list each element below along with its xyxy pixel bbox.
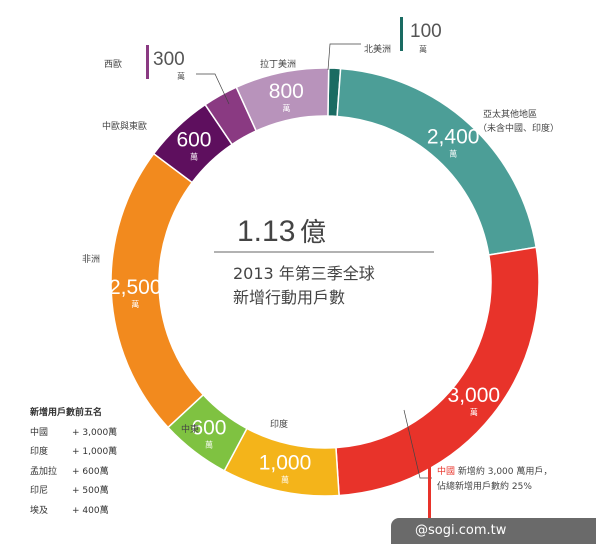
china-note-highlight: 中國 bbox=[437, 467, 456, 477]
slice-value-label: 800 bbox=[269, 80, 304, 103]
top5-row: 中國 + 3,000萬 bbox=[30, 424, 117, 444]
callout-bar-western-europe bbox=[146, 45, 149, 79]
callout-value-north-america: 100 bbox=[410, 21, 442, 42]
donut-slice bbox=[336, 67, 538, 256]
slice-unit-label: 萬 bbox=[190, 151, 198, 161]
slice-value-label: 600 bbox=[176, 128, 211, 151]
top5-name: 印度 bbox=[30, 447, 49, 457]
region-label-asia-pacific: 亞太其他地區 bbox=[483, 108, 537, 120]
slice-unit-label: 萬 bbox=[131, 299, 139, 309]
slice-unit-label: 萬 bbox=[449, 149, 457, 159]
slice-value-label: 1,000 bbox=[259, 452, 312, 475]
region-label-middle-east: 中東 bbox=[181, 423, 199, 435]
top5-panel: 新增用戶數前五名 中國 + 3,000萬 印度 + 1,000萬 孟加拉 + 600萬… bbox=[30, 404, 117, 521]
callout-bar-china bbox=[428, 443, 431, 544]
center-caption-line1: 2013 年第三季全球 bbox=[233, 264, 375, 283]
region-label-north-america: 北美洲 bbox=[364, 43, 391, 55]
slice-unit-label: 萬 bbox=[470, 407, 478, 417]
callout-unit-north-america: 萬 bbox=[419, 44, 427, 54]
center-unit: 億 bbox=[300, 218, 326, 248]
leader-western-europe bbox=[196, 73, 230, 105]
region-label-western-europe: 西歐 bbox=[104, 58, 122, 70]
slice-unit-label: 萬 bbox=[282, 103, 290, 113]
top5-value: + 500萬 bbox=[72, 486, 109, 496]
top5-name: 印尼 bbox=[30, 486, 49, 496]
top5-value: + 3,000萬 bbox=[72, 427, 118, 438]
top5-row: 孟加拉 + 600萬 bbox=[30, 463, 117, 483]
top5-row: 印尼 + 500萬 bbox=[30, 482, 117, 502]
callout-unit-western-europe: 萬 bbox=[177, 71, 185, 81]
top5-name: 埃及 bbox=[30, 505, 49, 516]
slice-value-label: 2,500 bbox=[109, 276, 162, 299]
region-label-latin-america: 拉丁美洲 bbox=[260, 58, 296, 70]
center-value: 1.13 bbox=[237, 215, 295, 248]
top5-title: 新增用戶數前五名 bbox=[30, 408, 103, 418]
slice-value-label: 600 bbox=[191, 416, 226, 439]
center-caption-line2: 新增行動用戶數 bbox=[233, 288, 345, 307]
leader-north-america bbox=[327, 43, 361, 71]
donut-slice bbox=[335, 246, 540, 497]
china-note-line1: 中國 新增約 3,000 萬用戶， bbox=[437, 465, 552, 480]
callout-value-western-europe: 300 bbox=[153, 49, 185, 70]
slice-value-label: 3,000 bbox=[448, 384, 501, 407]
china-note-line2: 佔總新增用戶數約 25% bbox=[437, 482, 532, 492]
slice-unit-label: 萬 bbox=[281, 475, 289, 485]
region-label-central-eastern-europe: 中歐與東歐 bbox=[102, 120, 147, 132]
watermark: @sogi.com.tw bbox=[391, 518, 596, 544]
region-label-asia-pacific-sub: （未含中國、印度） bbox=[478, 122, 559, 134]
top5-value: + 600萬 bbox=[72, 466, 109, 477]
region-label-africa: 非洲 bbox=[82, 253, 100, 265]
top5-name: 中國 bbox=[30, 427, 49, 438]
top5-row: 埃及 + 400萬 bbox=[30, 502, 117, 522]
china-note: 中國 新增約 3,000 萬用戶， 佔總新增用戶數約 25% bbox=[437, 465, 552, 495]
top5-value: + 400萬 bbox=[72, 505, 109, 516]
top5-row: 印度 + 1,000萬 bbox=[30, 443, 117, 463]
region-label-india: 印度 bbox=[270, 418, 288, 430]
slice-unit-label: 萬 bbox=[205, 439, 213, 449]
top5-value: + 1,000萬 bbox=[72, 447, 118, 457]
callout-bar-north-america bbox=[400, 17, 403, 51]
slice-value-label: 2,400 bbox=[427, 126, 480, 149]
china-note-line1-rest: 新增約 3,000 萬用戶， bbox=[455, 467, 553, 477]
donut-slice bbox=[235, 67, 330, 132]
top5-name: 孟加拉 bbox=[30, 466, 58, 477]
